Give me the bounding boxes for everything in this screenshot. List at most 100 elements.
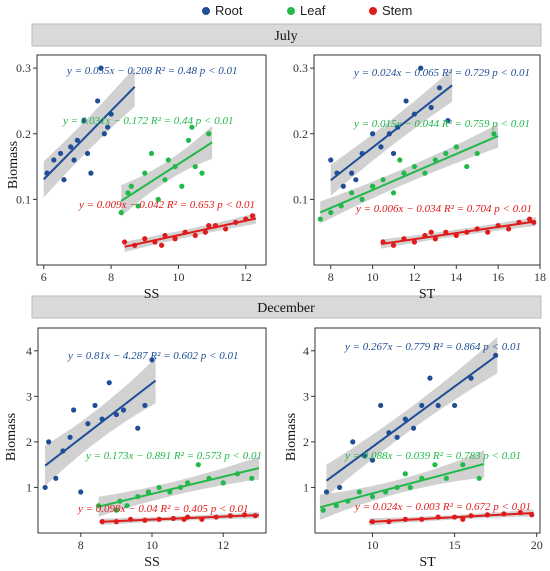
leaf-fit-line — [319, 462, 485, 509]
y-tick-label: 0.1 — [16, 192, 31, 206]
leaf-point — [142, 170, 148, 176]
x-tick-label: 10 — [146, 538, 158, 552]
stem-fit-line — [369, 511, 534, 523]
y-tick-label: 3 — [26, 389, 32, 403]
root-point — [328, 157, 334, 163]
y-tick-label: 2 — [26, 435, 32, 449]
leaf-point — [145, 489, 152, 495]
x-tick-label: 6 — [41, 270, 47, 284]
stem-point — [159, 242, 165, 248]
leaf-point — [128, 183, 134, 189]
leaf-point — [369, 183, 376, 189]
leaf-point — [206, 131, 212, 137]
stem-point — [526, 216, 533, 222]
root-point — [451, 402, 458, 409]
stem-point — [485, 229, 491, 235]
stem-regression-label: y = 0.006x − 0.034 R² = 0.704 p < 0.01 — [355, 203, 532, 215]
leaf-point — [328, 209, 334, 216]
root-point — [95, 98, 101, 104]
leaf-point — [397, 157, 403, 163]
stem-point — [249, 213, 256, 219]
root-point — [428, 104, 434, 111]
leaf-point — [179, 183, 185, 189]
y-tick-label: 1 — [303, 480, 309, 494]
legend: Root Leaf Stem — [202, 3, 412, 18]
stem-point — [121, 239, 128, 245]
x-tick-label: 14 — [450, 270, 462, 284]
root-point — [78, 489, 84, 495]
leaf-regression-label: y = 0.015x − 0.044 R² = 0.759 p < 0.01 — [353, 118, 530, 130]
root-confidence-band — [45, 357, 156, 486]
x-tick-label: 8 — [78, 538, 84, 552]
root-point — [418, 65, 424, 71]
y-axis-title: Biomass — [6, 141, 21, 189]
leaf-point — [443, 475, 449, 481]
leaf-point — [220, 480, 226, 486]
stem-fit-line — [102, 514, 259, 523]
legend-root-marker — [202, 7, 210, 15]
root-regression-label: y = 0.267x − 0.779 R² = 0.864 p < 0.01 — [344, 341, 521, 353]
leaf-point — [369, 493, 376, 500]
x-axis-title: ST — [419, 555, 436, 570]
root-point — [74, 137, 81, 143]
stem-point — [390, 242, 397, 248]
x-axis-title: SS — [144, 287, 160, 302]
leaf-point — [156, 484, 162, 491]
stem-point — [206, 223, 212, 229]
root-point — [85, 421, 91, 427]
stem-point — [411, 239, 418, 245]
stem-point — [192, 232, 198, 239]
y-tick-label: 1 — [26, 480, 32, 494]
leaf-point — [464, 163, 470, 170]
root-point — [42, 484, 48, 491]
strip-july-label: July — [274, 29, 297, 44]
plot-area — [313, 54, 541, 266]
root-fit-line — [43, 86, 136, 181]
root-point — [445, 118, 451, 124]
leaf-point — [443, 150, 449, 157]
strip-december-label: December — [257, 301, 315, 316]
stem-point — [202, 229, 208, 235]
leaf-regression-label: y = 0.088x − 0.039 R² = 0.783 p < 0.01 — [344, 450, 521, 462]
legend-root-label: Root — [215, 3, 243, 18]
stem-fit-line — [380, 220, 536, 246]
leaf-point — [491, 131, 497, 137]
root-point — [88, 170, 94, 176]
x-axis-title: ST — [419, 287, 436, 302]
strip-december-bg — [31, 295, 542, 319]
root-point — [378, 402, 384, 409]
leaf-point — [249, 475, 255, 481]
y-tick-label: 0.1 — [293, 192, 308, 206]
root-point — [67, 434, 73, 440]
root-point — [394, 434, 400, 440]
strip-july: July — [31, 23, 542, 47]
series-layer — [42, 357, 260, 525]
y-tick-label: 4 — [303, 344, 309, 358]
stem-fit-line — [124, 217, 257, 248]
strip-july-bg — [31, 23, 542, 47]
legend-stem-marker — [369, 7, 377, 15]
leaf-point — [402, 471, 408, 477]
root-point — [340, 183, 346, 189]
root-regression-label: y = 0.81x − 4.287 R² = 0.602 p < 0.01 — [67, 350, 238, 362]
leaf-point — [333, 503, 339, 509]
root-fit-line — [330, 84, 453, 182]
leaf-point — [460, 462, 466, 468]
stem-point — [142, 236, 148, 242]
leaf-point — [356, 489, 362, 495]
leaf-regression-label: y = 0.173x − 0.891 R² = 0.573 p < 0.01 — [85, 450, 262, 462]
x-tick-label: 10 — [367, 270, 379, 284]
x-tick-label: 18 — [534, 270, 546, 284]
leaf-point — [195, 462, 201, 468]
leaf-point — [189, 124, 195, 130]
x-tick-label: 8 — [328, 270, 334, 284]
legend-stem-label: Stem — [382, 3, 412, 18]
y-tick-label: 4 — [26, 344, 32, 358]
root-point — [71, 407, 77, 413]
strip-december: December — [31, 295, 542, 319]
leaf-fit-line — [319, 135, 499, 214]
leaf-fit-line — [98, 467, 260, 508]
y-axis-title: Biomass — [4, 413, 19, 461]
